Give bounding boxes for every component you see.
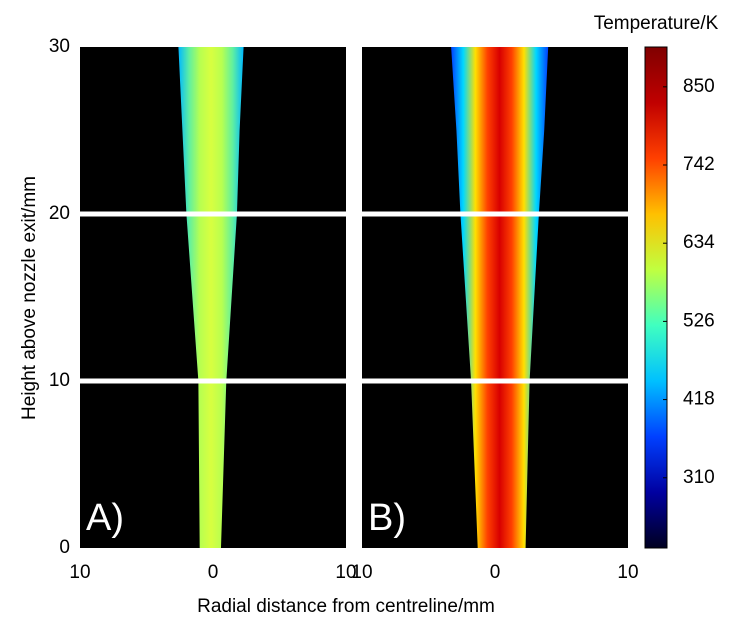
y-tick-label: 20 [49,203,70,224]
y-tick-label: 10 [49,370,70,391]
colorbar-tick-label: 634 [683,232,715,253]
colorbar-tick-label: 850 [683,76,715,97]
panel-label: B) [368,497,406,539]
colorbar [644,46,668,549]
colorbar-tick-label: 418 [683,389,715,410]
y-axis-label: Height above nozzle exit/mm [19,176,40,420]
x-tick-label: 10 [69,562,90,583]
colorbar-tick-label: 742 [683,154,715,175]
panel-label: A) [86,497,124,539]
x-tick-label: 0 [490,562,501,583]
y-tick-label: 30 [49,36,70,57]
colorbar-tick-label: 526 [683,310,715,331]
x-tick-label: 10 [335,562,356,583]
colorbar-tick-label: 310 [683,467,715,488]
x-tick-label: 0 [208,562,219,583]
x-tick-label: 10 [617,562,638,583]
x-axis-label: Radial distance from centreline/mm [197,596,495,617]
y-tick-label: 0 [59,537,70,558]
x-tick-label: 10 [351,562,372,583]
flame [451,47,549,548]
colorbar-label: Temperature/K [594,13,719,34]
flame [178,47,244,548]
